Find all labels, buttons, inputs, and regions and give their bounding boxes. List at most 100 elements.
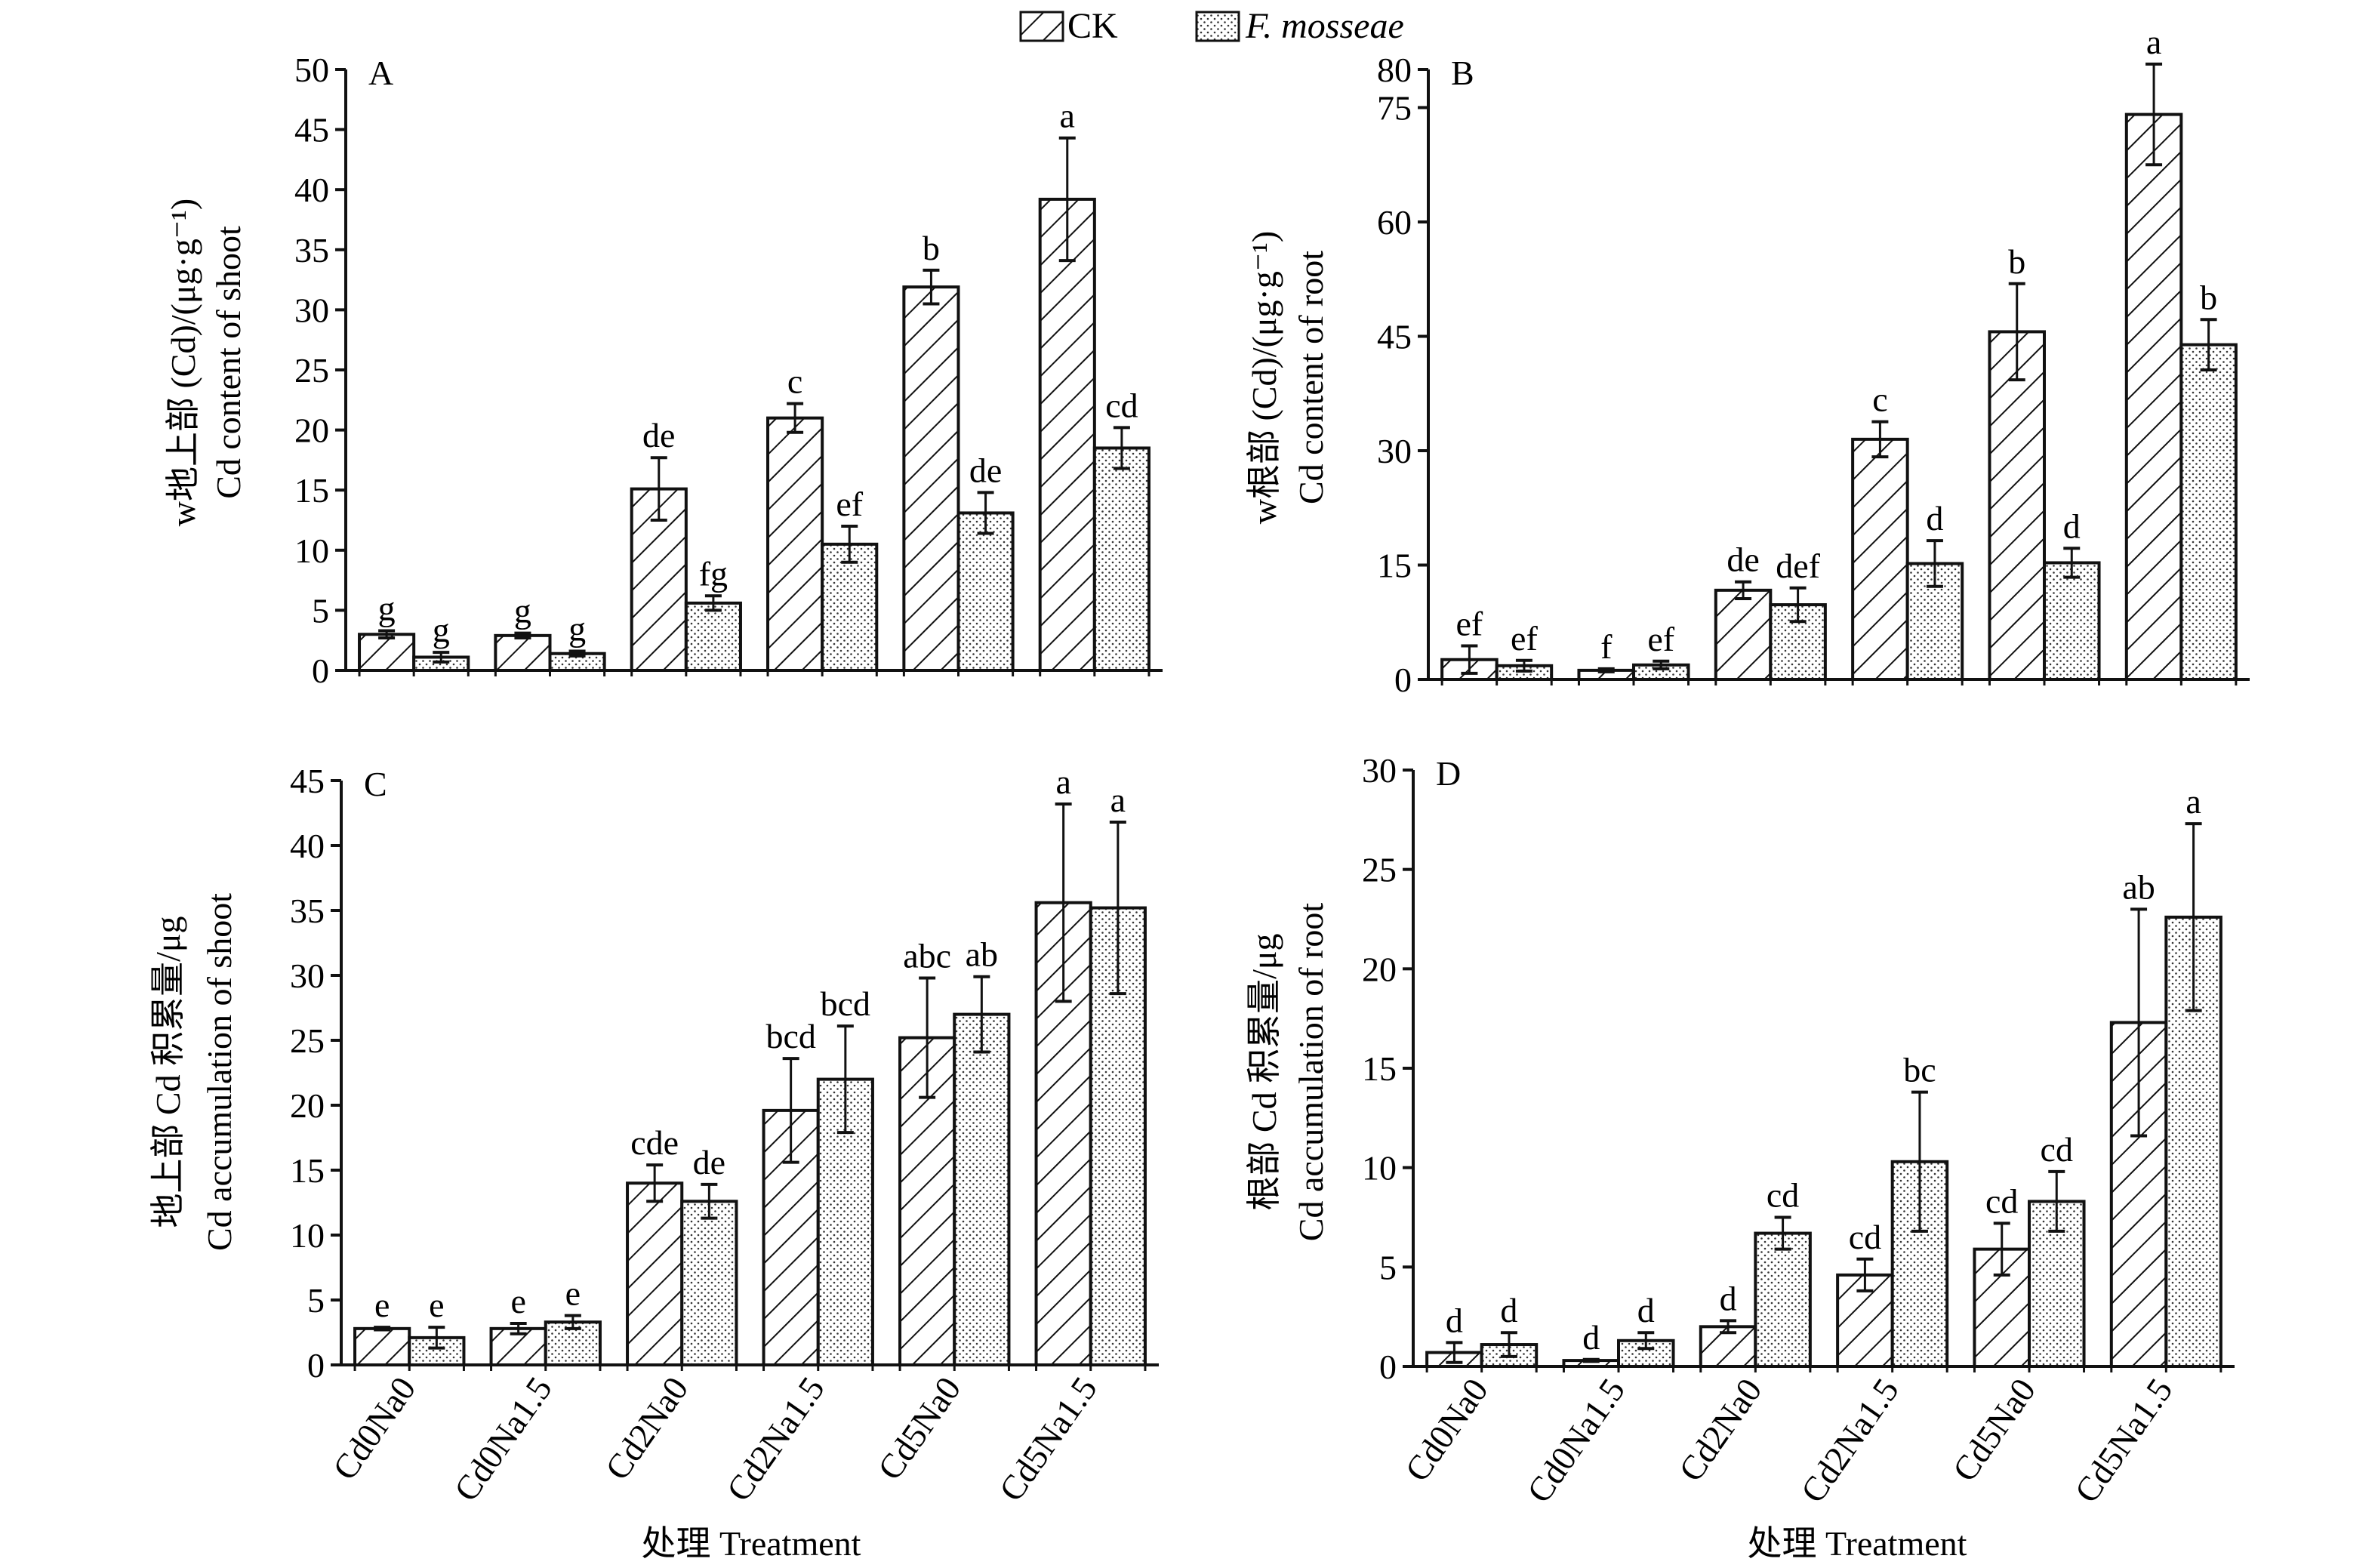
significance-letter: fg [699,554,728,593]
panel-label: A [368,54,393,92]
significance-letter: g [433,611,450,649]
y-tick-label: 10 [1362,1149,1397,1188]
significance-letter: d [1582,1318,1600,1357]
significance-letter: cd [1985,1181,2018,1220]
x-axis-title-left: 处理 Treatment [642,1524,861,1563]
bar-f-mosseae [2043,561,2101,681]
bar-f-mosseae [2179,343,2238,681]
bar-ck [766,416,824,672]
significance-letter: cde [630,1123,679,1162]
significance-letter: b [2008,242,2025,281]
significance-letter: ef [1511,619,1538,658]
y-axis-label-line1: 根部 Cd 积累量/μg [1245,933,1283,1210]
y-tick-label: 20 [290,1086,325,1125]
y-axis-label-line2: Cd content of shoot [209,226,248,499]
significance-letter: ef [1456,605,1483,643]
significance-letter: g [514,592,531,630]
panel-c: 0 5 10 15 20 25 30 35 40 45 C 地上部 Cd 积累量/μg Cd accum… [149,762,1159,1508]
y-tick-label: 0 [307,1346,325,1385]
bar-ck [1851,437,1909,681]
significance-letter: e [374,1286,390,1324]
y-tick-label: 25 [1362,851,1397,889]
bar-f-mosseae [1754,1231,1812,1368]
x-tick-label: Cd5Na1.5 [2067,1371,2180,1509]
significance-letter: abc [903,936,951,975]
legend-swatch-f-mosseae [1195,11,1240,42]
significance-letter: d [1637,1291,1655,1329]
significance-letter: de [969,451,1002,489]
significance-letter: cd [1767,1176,1799,1215]
bar-f-mosseae [956,511,1015,672]
bar-f-mosseae [821,542,879,673]
significance-letter: g [378,589,396,627]
panel-d: 0 5 10 15 20 25 30 D 根部 Cd 积累量/μg Cd accumulation… [1245,751,2235,1510]
significance-letter: f [1600,627,1613,666]
y-tick-label: 15 [1377,547,1412,585]
y-tick-label: 15 [294,471,329,510]
significance-letter: ab [2122,867,2155,906]
panel-label: D [1436,754,1461,793]
y-axis-label-line1: w地上部 (Cd)/(μg·g⁻¹) [164,199,202,527]
significance-letter: e [429,1286,444,1324]
x-tick-label: Cd2Na0 [1671,1371,1770,1488]
significance-letter: ef [1647,620,1674,658]
bar-ck [1988,330,2046,681]
y-tick-label: 5 [312,591,329,630]
significance-letter: de [693,1143,725,1181]
y-tick-label: 80 [1377,51,1412,89]
significance-letter: de [642,416,675,454]
significance-letter: a [1110,781,1126,819]
y-tick-label: 45 [290,762,325,800]
y-tick-label: 5 [307,1281,325,1320]
significance-letter: cd [2041,1130,2073,1169]
y-axis-label-line2: Cd accumulation of root [1292,903,1330,1242]
x-tick-label: Cd0Na0 [1397,1371,1495,1488]
bar-ck [353,1326,411,1366]
y-axis-label-line2: Cd accumulation of shoot [200,893,239,1251]
x-tick-label: Cd5Na0 [1945,1371,2043,1488]
y-tick-label: 25 [294,351,329,390]
significance-letter: cd [1849,1218,1881,1256]
y-tick-label: 30 [1377,432,1412,470]
y-tick-label: 40 [294,171,329,209]
x-tick-label: Cd2Na1.5 [1793,1371,1906,1509]
y-tick-label: 30 [1362,751,1397,790]
y-tick-label: 40 [290,827,325,865]
significance-letter: c [1872,380,1887,419]
panel-label: C [364,765,387,803]
bar-f-mosseae [684,601,742,673]
legend: CK F. mosseae [1019,6,1404,46]
significance-letter: e [510,1282,525,1320]
significance-letter: c [787,362,802,401]
x-tick-label: Cd2Na0 [598,1369,696,1486]
significance-letter: bc [1903,1051,1936,1089]
significance-letter: ab [966,935,998,974]
y-tick-label: 30 [294,291,329,329]
significance-letter: g [568,610,586,648]
y-tick-label: 0 [1394,661,1412,699]
y-tick-label: 20 [1362,950,1397,988]
y-axis-label-line1: 地上部 Cd 积累量/μg [149,916,187,1228]
significance-letter: d [2063,507,2081,545]
y-tick-label: 25 [290,1021,325,1060]
x-tick-label: Cd0Na1.5 [1520,1371,1633,1509]
significance-letter: d [1500,1291,1517,1329]
x-tick-label: Cd5Na1.5 [991,1369,1104,1508]
y-tick-label: 50 [294,51,329,89]
x-tick-label: Cd5Na0 [870,1369,969,1486]
y-tick-label: 30 [290,957,325,995]
significance-letter: d [1720,1279,1737,1317]
bar-ck [358,633,416,672]
y-tick-label: 75 [1377,89,1412,128]
y-tick-label: 5 [1379,1248,1397,1286]
bar-ck [1038,197,1096,673]
legend-swatch-ck [1019,11,1064,42]
x-axis-title-right: 处理 Treatment [1748,1524,1967,1563]
y-tick-label: 35 [294,231,329,270]
legend-label-f-mosseae: F. mosseae [1245,6,1404,46]
bar-f-mosseae [680,1200,738,1367]
legend-label-ck: CK [1067,6,1118,46]
significance-letter: cd [1105,386,1138,424]
